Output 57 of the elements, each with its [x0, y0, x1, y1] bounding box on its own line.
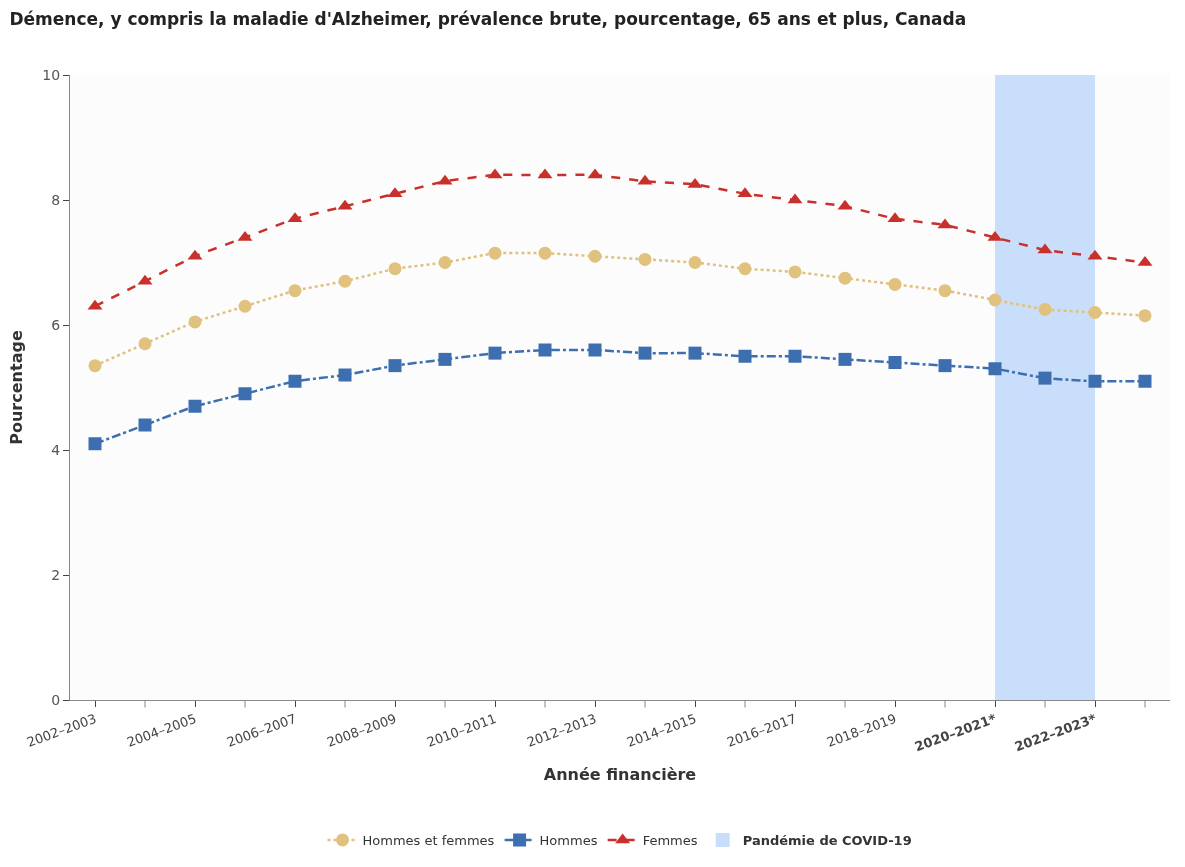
point	[838, 352, 852, 366]
point	[1038, 371, 1052, 385]
point	[738, 349, 752, 363]
y-tick-label: 2	[51, 566, 61, 583]
point	[788, 349, 802, 363]
point	[988, 293, 1002, 307]
legend-label: Hommes	[539, 833, 598, 849]
point	[538, 246, 552, 260]
point	[688, 346, 702, 360]
point	[738, 262, 752, 276]
point	[288, 374, 302, 388]
y-tick-label: 10	[42, 66, 61, 83]
legend-label: Pandémie de COVID-19	[742, 833, 912, 849]
point	[88, 437, 102, 451]
point	[188, 399, 202, 413]
y-tick-label: 8	[51, 191, 61, 208]
point	[238, 299, 252, 313]
x-axis-title: Année financière	[543, 765, 697, 785]
point	[488, 346, 502, 360]
point	[838, 271, 852, 285]
point	[1038, 302, 1052, 316]
point	[488, 246, 502, 260]
point	[338, 274, 352, 288]
y-tick-label: 4	[51, 441, 61, 458]
point	[888, 356, 902, 369]
point	[788, 265, 802, 279]
point	[1088, 374, 1102, 388]
point	[238, 387, 252, 401]
point	[138, 418, 152, 432]
y-tick-label: 0	[51, 691, 61, 708]
point	[938, 284, 952, 298]
y-axis-title: Pourcentage	[7, 330, 27, 445]
y-tick-label: 6	[51, 316, 61, 333]
point	[588, 343, 602, 357]
point	[588, 249, 602, 263]
point	[88, 359, 102, 373]
legend-label: Hommes et femmes	[362, 833, 495, 849]
point	[1138, 309, 1152, 323]
point	[1088, 306, 1102, 319]
point	[388, 359, 402, 373]
point	[1138, 374, 1152, 388]
point	[338, 368, 352, 382]
point	[888, 277, 902, 291]
point	[288, 284, 302, 298]
legend-label: Femmes	[642, 833, 698, 849]
point	[388, 262, 402, 276]
point	[188, 315, 202, 329]
point	[538, 343, 552, 357]
point	[988, 362, 1002, 376]
point	[638, 346, 652, 360]
point	[438, 256, 452, 269]
point	[638, 252, 652, 266]
chart-title: Démence, y compris la maladie d'Alzheimer, prévalence brute, pourcentage, 65 ans et plus, Canada	[9, 8, 967, 29]
point	[438, 352, 452, 366]
point	[938, 359, 952, 373]
point	[688, 256, 702, 269]
point	[138, 337, 152, 351]
